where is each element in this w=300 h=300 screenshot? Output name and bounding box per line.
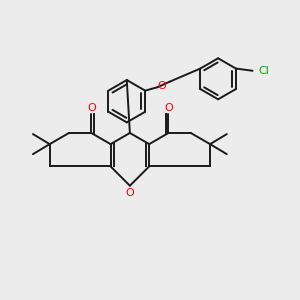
Text: O: O — [125, 188, 134, 197]
Text: O: O — [87, 103, 96, 113]
Text: O: O — [157, 81, 166, 91]
Text: O: O — [164, 103, 173, 113]
Text: Cl: Cl — [258, 66, 269, 76]
